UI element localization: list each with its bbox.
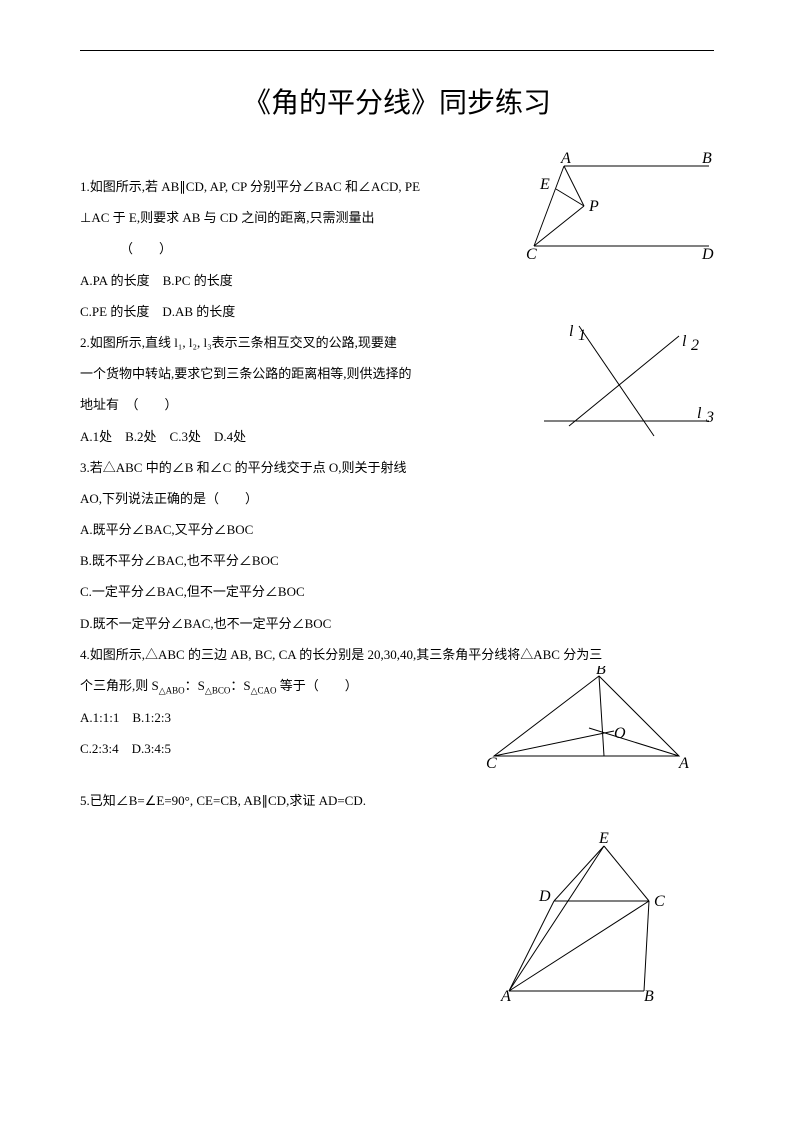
q4-figure: B C A O	[484, 666, 694, 776]
svg-text:B: B	[702, 151, 712, 167]
q3-optB: B.既不平分∠BAC,也不平分∠BOC	[80, 545, 714, 576]
svg-text:D: D	[538, 888, 551, 905]
svg-text:l: l	[682, 333, 687, 350]
svg-text:C: C	[654, 893, 665, 910]
q3-prompt: 3.若△ABC 中的∠B 和∠C 的平分线交于点 O,则关于射线	[80, 452, 714, 483]
svg-text:l: l	[697, 405, 702, 422]
q1-figure: A B C D E P	[514, 151, 714, 271]
q5-prompt: 5.已知∠B=∠E=90°, CE=CB, AB∥CD,求证 AD=CD.	[80, 785, 714, 816]
content-body: 1.如图所示,若 AB∥CD, AP, CP 分别平分∠BAC 和∠ACD, P…	[80, 171, 714, 816]
q3-optD: D.既不一定平分∠BAC,也不一定平分∠BOC	[80, 608, 714, 639]
svg-text:A: A	[560, 151, 571, 167]
svg-text:E: E	[598, 831, 609, 847]
q2-figure: l1 l2 l3	[534, 321, 714, 451]
page-title: 《角的平分线》同步练习	[80, 81, 714, 121]
svg-text:3: 3	[705, 409, 714, 426]
svg-text:l: l	[569, 323, 574, 340]
q5-figure: E C D A B	[494, 831, 694, 1001]
svg-text:A: A	[678, 755, 689, 772]
svg-text:D: D	[701, 246, 714, 263]
q3-line2: AO,下列说法正确的是（ ）	[80, 483, 714, 514]
svg-text:E: E	[539, 176, 550, 193]
svg-text:A: A	[500, 988, 511, 1001]
svg-text:O: O	[614, 725, 626, 742]
svg-text:1: 1	[578, 327, 586, 344]
svg-text:B: B	[644, 988, 654, 1001]
svg-text:C: C	[486, 755, 497, 772]
svg-text:C: C	[526, 246, 537, 263]
q3-optC: C.一定平分∠BAC,但不一定平分∠BOC	[80, 576, 714, 607]
q3-optA: A.既平分∠BAC,又平分∠BOC	[80, 514, 714, 545]
svg-text:2: 2	[691, 337, 699, 354]
svg-text:B: B	[596, 666, 606, 678]
svg-text:P: P	[588, 198, 599, 215]
